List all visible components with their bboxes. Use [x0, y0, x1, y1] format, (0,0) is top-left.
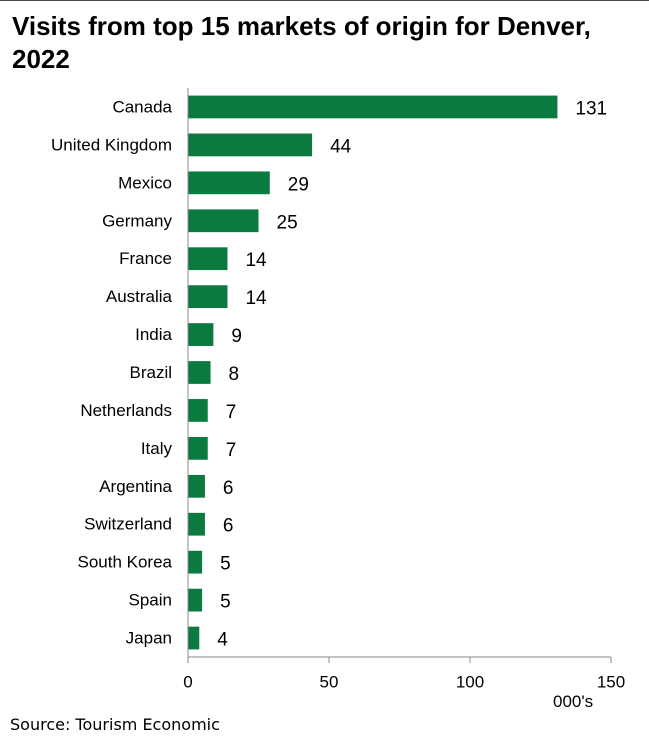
category-label: Netherlands: [80, 401, 172, 420]
bar: [188, 285, 228, 309]
source-note: Source: Tourism Economic: [10, 715, 220, 734]
data-label: 7: [226, 440, 237, 461]
bar: [188, 323, 214, 346]
category-label: Mexico: [118, 173, 172, 192]
category-label: United Kingdom: [51, 135, 172, 154]
bar: [188, 399, 208, 422]
x-tick-label: 100: [456, 673, 484, 692]
category-label: Brazil: [129, 363, 172, 382]
data-label: 6: [223, 516, 234, 537]
data-label: 44: [330, 136, 352, 157]
data-label: 6: [223, 478, 234, 499]
category-label: Italy: [141, 439, 173, 458]
category-label: Canada: [112, 97, 172, 116]
bar: [188, 361, 211, 384]
bar: [188, 247, 228, 271]
data-label: 8: [229, 364, 240, 385]
data-label: 7: [226, 402, 237, 423]
bar: [188, 171, 270, 195]
x-axis-unit-label: 000's: [553, 692, 594, 711]
data-label: 14: [245, 288, 267, 309]
category-label: Australia: [106, 287, 173, 306]
data-label: 131: [575, 98, 607, 119]
data-label: 5: [220, 554, 231, 575]
category-label: Germany: [102, 211, 172, 230]
bar: [188, 626, 200, 650]
category-label: France: [119, 249, 172, 268]
category-label: Japan: [126, 629, 172, 648]
bar: [188, 95, 558, 119]
bar: [188, 588, 203, 612]
bar: [188, 512, 205, 536]
x-tick-label: 0: [183, 673, 192, 692]
category-label: South Korea: [77, 553, 172, 572]
category-label: India: [135, 325, 172, 344]
x-tick-label: 150: [597, 673, 625, 692]
data-label: 4: [217, 630, 228, 651]
bar: [188, 133, 313, 157]
category-label: Argentina: [99, 477, 172, 496]
data-label: 9: [231, 326, 242, 347]
data-label: 25: [277, 212, 298, 233]
data-label: 5: [220, 592, 231, 613]
bar: [188, 209, 259, 233]
category-label: Switzerland: [84, 515, 172, 534]
chart-title: Visits from top 15 markets of origin for…: [12, 11, 591, 74]
bar: [188, 436, 208, 460]
data-label: 29: [288, 174, 309, 195]
bar: [188, 550, 203, 574]
data-label: 14: [245, 250, 267, 271]
bar: [188, 474, 205, 498]
x-tick-label: 50: [320, 673, 339, 692]
top-border: [0, 0, 649, 1]
category-label: Spain: [129, 591, 172, 610]
